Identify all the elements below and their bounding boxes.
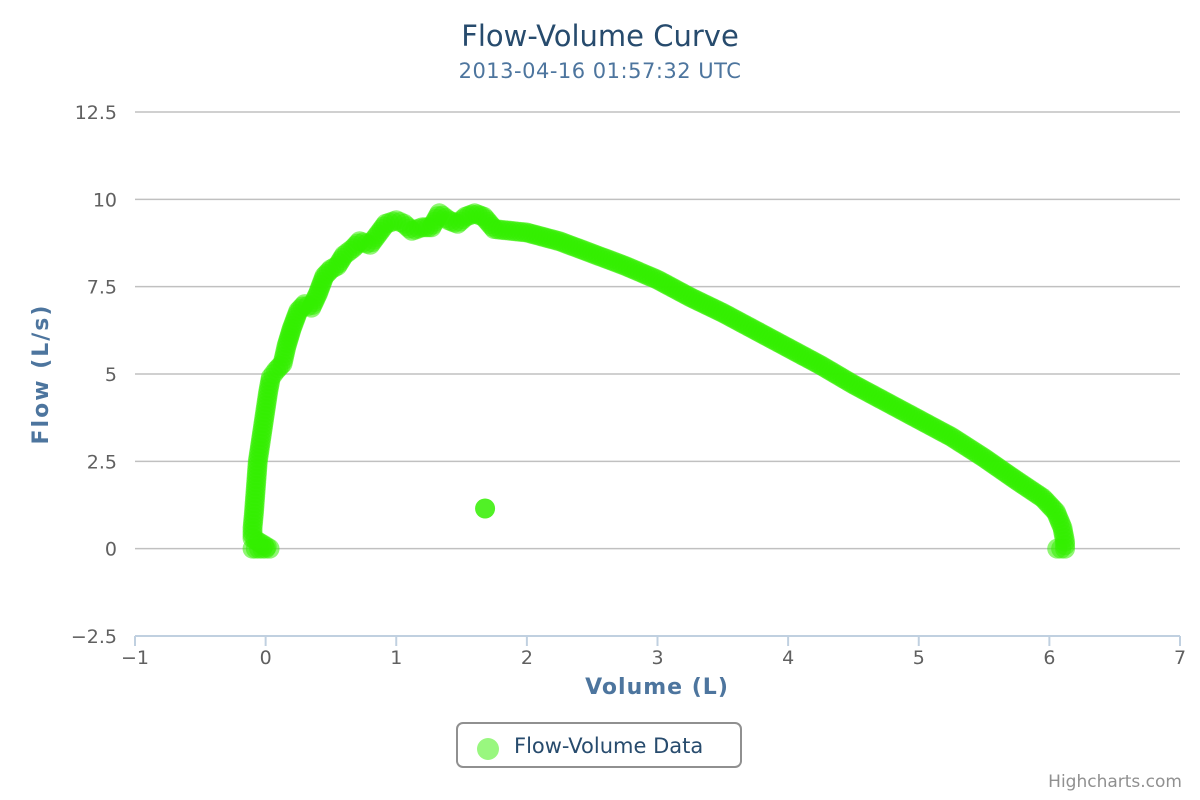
y-tick-label: 2.5 xyxy=(87,451,117,473)
y-tick-label: 5 xyxy=(105,364,117,386)
x-tick-label: 0 xyxy=(260,647,272,669)
y-tick-label: 12.5 xyxy=(75,102,117,124)
x-tick-label: 7 xyxy=(1174,647,1186,669)
y-tick-label: 0 xyxy=(105,539,117,561)
x-axis-label: Volume (L) xyxy=(585,675,729,700)
y-tick-label: 7.5 xyxy=(87,277,117,299)
x-tick-label: 1 xyxy=(390,647,402,669)
chart-title: Flow-Volume Curve xyxy=(461,19,739,53)
x-tick-label: 5 xyxy=(913,647,925,669)
x-tick-label: 2 xyxy=(521,647,533,669)
y-tick-label: 10 xyxy=(93,189,117,211)
grid-lines xyxy=(135,111,1180,550)
chart-subtitle: 2013-04-16 01:57:32 UTC xyxy=(458,59,742,83)
legend[interactable]: Flow-Volume Data xyxy=(456,722,742,768)
credits-link[interactable]: Highcharts.com xyxy=(1048,772,1182,792)
legend-marker xyxy=(477,738,499,760)
series-flow-volume-data[interactable] xyxy=(242,203,1076,559)
data-point[interactable] xyxy=(1047,538,1068,559)
x-tick-label: −1 xyxy=(121,647,149,669)
x-tick-label: 4 xyxy=(782,647,794,669)
y-axis-ticks: −2.5 0 2.5 5 7.5 10 12.5 xyxy=(71,102,117,648)
x-tick-label: 3 xyxy=(651,647,663,669)
legend-label[interactable]: Flow-Volume Data xyxy=(514,734,704,758)
x-tick-label: 6 xyxy=(1043,647,1055,669)
y-tick-label: −2.5 xyxy=(71,626,117,648)
data-point-outlier[interactable] xyxy=(475,498,496,519)
x-axis-ticks: −1 0 1 2 3 4 5 6 7 xyxy=(121,636,1186,669)
y-axis-label: Flow (L/s) xyxy=(29,304,54,445)
